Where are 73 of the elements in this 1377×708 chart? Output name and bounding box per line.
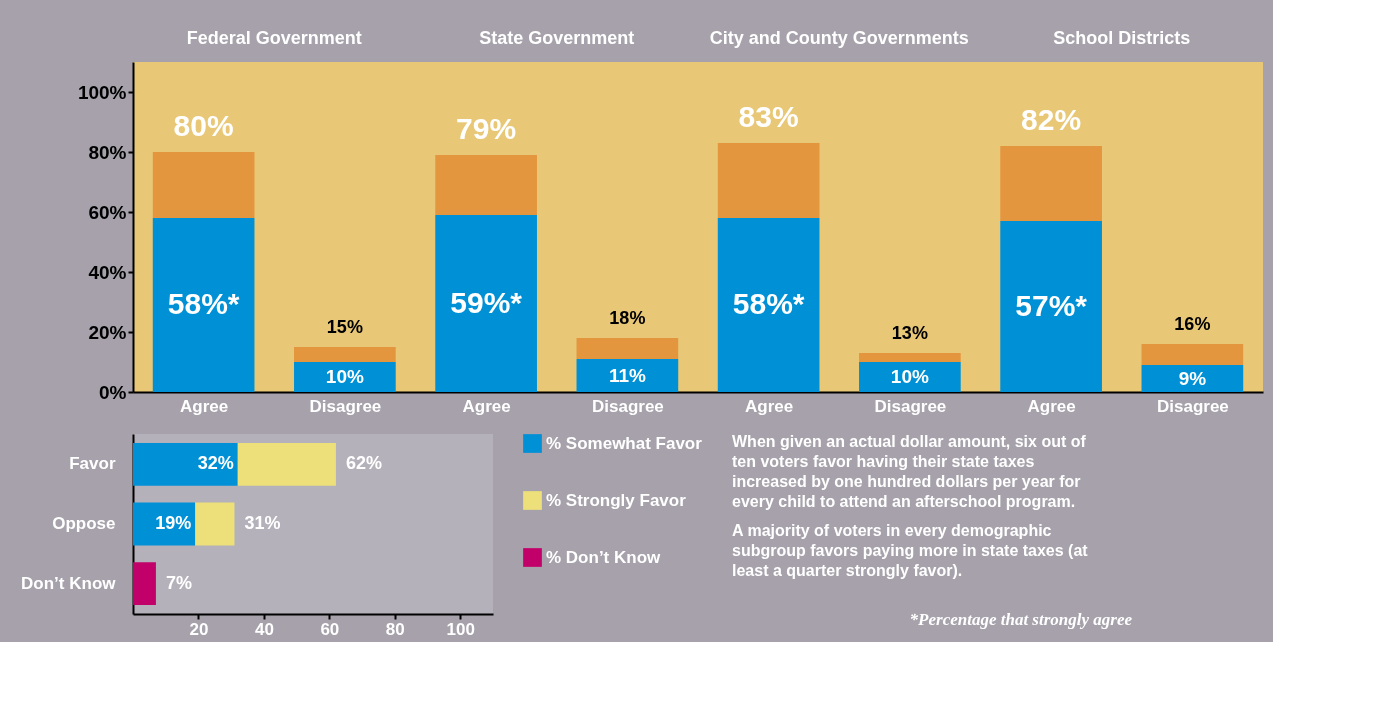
bar (1141, 365, 1244, 392)
y-tick-label: Don’t Know (21, 573, 117, 593)
text: State Government (479, 28, 635, 48)
x-tick-label: Agree (180, 396, 229, 416)
bar (1000, 221, 1102, 392)
x-tick-label: Disagree (591, 396, 664, 416)
bar (237, 442, 336, 486)
legend-label: % Somewhat Favor (546, 433, 703, 453)
bar (859, 362, 961, 392)
total-label: 79% (456, 112, 517, 145)
bar (133, 442, 238, 486)
x-tick-label: Disagree (874, 396, 947, 416)
bar (717, 218, 820, 392)
data-label: 58%* (732, 287, 805, 320)
data-label: 11% (608, 364, 646, 386)
bar (435, 155, 537, 215)
x-tick-label: 80 (385, 619, 405, 639)
data-label: 57%* (1015, 288, 1088, 322)
text: City and County Governments (709, 28, 969, 48)
bar (152, 152, 255, 218)
total-label: 18% (609, 308, 646, 328)
legend-label: % Don’t Know (546, 547, 662, 567)
data-label: 9% (1178, 367, 1207, 389)
total-label: 31% (244, 513, 281, 533)
data-label: 19% (155, 513, 192, 533)
x-tick-label: Disagree (1156, 396, 1229, 416)
x-tick-label: 20 (189, 619, 209, 639)
x-tick-label: 100 (446, 619, 475, 639)
y-tick-label: 20% (88, 321, 127, 343)
text: A majority of voters in every demographic subgroup favors paying more in state taxes (at least a quarter strongly favor). (732, 522, 1089, 580)
bar (152, 218, 255, 392)
total-label: 16% (1174, 314, 1211, 334)
data-label: 10% (890, 366, 929, 387)
total-label: 7% (165, 572, 192, 593)
total-label: 82% (1021, 103, 1082, 136)
y-tick-label: 80% (88, 141, 127, 163)
bar (294, 362, 396, 392)
text: Federal Government (186, 28, 362, 48)
total-label: 83% (738, 100, 799, 133)
total-label: 62% (345, 453, 382, 474)
total-label: 13% (891, 323, 928, 343)
data-label: 10% (325, 366, 364, 387)
bar (859, 353, 961, 362)
x-tick-label: Agree (745, 396, 794, 416)
bar (294, 347, 396, 362)
x-tick-label: 60 (320, 619, 340, 639)
x-tick-label: Agree (1027, 396, 1076, 416)
data-label: 32% (197, 453, 234, 474)
x-tick-label: Disagree (309, 396, 382, 416)
bar (195, 502, 235, 546)
y-tick-label: Favor (69, 454, 116, 474)
legend-label: % Strongly Favor (546, 490, 687, 510)
y-tick-label: 100% (77, 81, 127, 103)
bar (1141, 344, 1244, 365)
bar (576, 338, 679, 359)
bar (435, 215, 537, 392)
x-tick-label: Agree (462, 396, 511, 416)
text: *Percentage that strongly agree (909, 610, 1133, 630)
total-label: 80% (173, 109, 234, 142)
y-tick-label: 0% (99, 381, 127, 403)
text: School Districts (1053, 28, 1191, 48)
text: When given an actual dollar amount, six out of ten voters favor having their state taxes increased by one hundred dollars per year for every child to attend an afterschool program. (732, 433, 1087, 510)
bar (717, 143, 820, 218)
bar (133, 562, 156, 606)
data-label: 59%* (450, 285, 523, 319)
bar (1000, 146, 1102, 221)
bar (576, 359, 679, 392)
total-label: 15% (326, 317, 363, 337)
x-tick-label: 40 (254, 619, 274, 639)
y-tick-label: Oppose (52, 514, 116, 533)
data-label: 58%* (167, 287, 240, 320)
y-tick-label: 40% (88, 261, 127, 283)
y-tick-label: 60% (88, 201, 127, 223)
